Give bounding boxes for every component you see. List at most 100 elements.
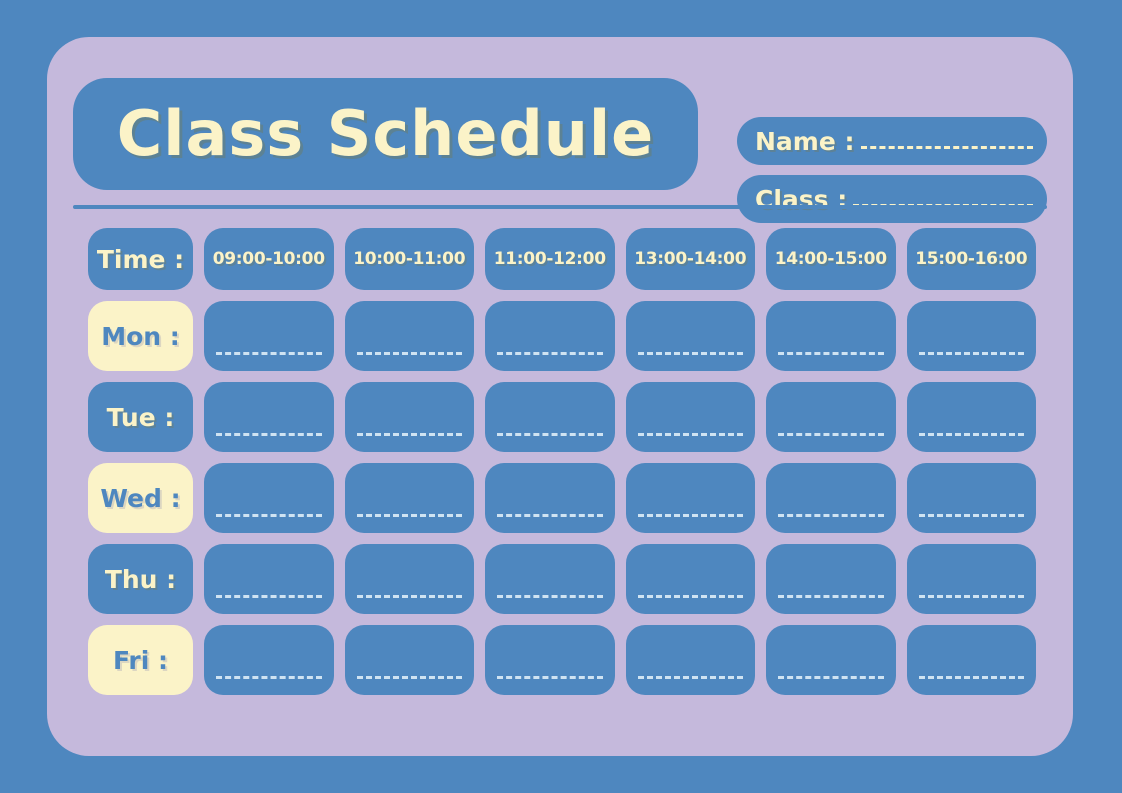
day-entry-list-fri	[204, 625, 1036, 695]
class-field[interactable]: Class :	[737, 175, 1047, 223]
schedule-entry-cell[interactable]	[906, 382, 1036, 452]
schedule-entry-cell[interactable]	[485, 382, 615, 452]
entry-writeline	[356, 352, 462, 355]
entry-writeline	[918, 514, 1024, 517]
entry-writeline	[918, 352, 1024, 355]
schedule-entry-cell[interactable]	[766, 463, 896, 533]
header-divider	[73, 205, 1047, 209]
entry-writeline	[497, 676, 603, 679]
time-slot: 11:00-12:00	[485, 228, 615, 290]
entry-writeline	[918, 433, 1024, 436]
schedule-entry-cell[interactable]	[625, 625, 755, 695]
schedule-entry-cell[interactable]	[344, 463, 474, 533]
time-slot: 09:00-10:00	[204, 228, 334, 290]
time-slot-list: 09:00-10:00 10:00-11:00 11:00-12:00 13:0…	[204, 228, 1036, 290]
time-slot-label: 13:00-14:00	[634, 249, 747, 269]
schedule-entry-cell[interactable]	[766, 625, 896, 695]
entry-writeline	[497, 433, 603, 436]
schedule-entry-cell[interactable]	[344, 625, 474, 695]
day-label-thu: Thu :	[104, 564, 177, 594]
entry-writeline	[216, 352, 322, 355]
entry-writeline	[637, 676, 743, 679]
day-entry-list-wed	[204, 463, 1036, 533]
schedule-entry-cell[interactable]	[204, 463, 334, 533]
entry-writeline	[637, 433, 743, 436]
entry-writeline	[637, 352, 743, 355]
time-slot-label: 14:00-15:00	[774, 249, 887, 269]
page-title: Class Schedule	[116, 97, 655, 170]
schedule-entry-cell[interactable]	[204, 625, 334, 695]
schedule-entry-cell[interactable]	[625, 301, 755, 371]
schedule-entry-cell[interactable]	[485, 625, 615, 695]
entry-writeline	[918, 676, 1024, 679]
day-entry-list-thu	[204, 544, 1036, 614]
entry-writeline	[497, 595, 603, 598]
time-slot-label: 15:00-16:00	[915, 249, 1028, 269]
day-label-cell-thu: Thu :	[88, 544, 193, 614]
day-entry-list-mon	[204, 301, 1036, 371]
day-label-wed: Wed :	[100, 483, 181, 513]
entry-writeline	[356, 514, 462, 517]
schedule-entry-cell[interactable]	[344, 382, 474, 452]
day-label-cell-wed: Wed :	[88, 463, 193, 533]
day-label-cell-tue: Tue :	[88, 382, 193, 452]
day-label-tue: Tue :	[106, 402, 175, 432]
schedule-entry-cell[interactable]	[344, 301, 474, 371]
day-entry-list-tue	[204, 382, 1036, 452]
time-header-label: Time :	[96, 244, 185, 274]
schedule-entry-cell[interactable]	[625, 382, 755, 452]
schedule-entry-cell[interactable]	[204, 382, 334, 452]
schedule-entry-cell[interactable]	[766, 382, 896, 452]
entry-writeline	[778, 433, 884, 436]
schedule-entry-cell[interactable]	[766, 544, 896, 614]
entry-writeline	[216, 676, 322, 679]
schedule-entry-cell[interactable]	[906, 544, 1036, 614]
header: Class Schedule Name : Class :	[73, 72, 1047, 223]
time-header-label-cell: Time :	[88, 228, 193, 290]
entry-writeline	[356, 433, 462, 436]
day-label-cell-fri: Fri :	[88, 625, 193, 695]
entry-writeline	[778, 676, 884, 679]
entry-writeline	[356, 676, 462, 679]
entry-writeline	[497, 352, 603, 355]
schedule-entry-cell[interactable]	[344, 544, 474, 614]
schedule-entry-cell[interactable]	[625, 544, 755, 614]
entry-writeline	[778, 595, 884, 598]
schedule-entry-cell[interactable]	[906, 463, 1036, 533]
day-row-thu: Thu :	[88, 544, 1036, 614]
entry-writeline	[637, 514, 743, 517]
time-header-row: Time : 09:00-10:00 10:00-11:00 11:00-12:…	[88, 228, 1036, 290]
time-slot: 13:00-14:00	[625, 228, 755, 290]
time-slot: 10:00-11:00	[344, 228, 474, 290]
schedule-card: Class Schedule Name : Class : Time : 09:…	[47, 37, 1073, 756]
entry-writeline	[216, 514, 322, 517]
day-label-fri: Fri :	[112, 645, 169, 675]
page-title-banner: Class Schedule	[73, 78, 698, 190]
schedule-entry-cell[interactable]	[766, 301, 896, 371]
entry-writeline	[778, 514, 884, 517]
name-field[interactable]: Name :	[737, 117, 1047, 165]
name-field-writeline[interactable]	[860, 145, 1033, 149]
schedule-entry-cell[interactable]	[625, 463, 755, 533]
entry-writeline	[637, 595, 743, 598]
day-row-wed: Wed :	[88, 463, 1036, 533]
name-field-label: Name :	[755, 126, 855, 156]
schedule-entry-cell[interactable]	[906, 301, 1036, 371]
day-row-fri: Fri :	[88, 625, 1036, 695]
time-slot-label: 11:00-12:00	[493, 249, 606, 269]
schedule-entry-cell[interactable]	[204, 544, 334, 614]
time-slot-label: 10:00-11:00	[353, 249, 466, 269]
schedule-entry-cell[interactable]	[485, 301, 615, 371]
schedule-entry-cell[interactable]	[485, 544, 615, 614]
schedule-entry-cell[interactable]	[485, 463, 615, 533]
entry-writeline	[778, 352, 884, 355]
class-field-label: Class :	[755, 184, 848, 214]
schedule-entry-cell[interactable]	[204, 301, 334, 371]
time-slot-label: 09:00-10:00	[212, 249, 325, 269]
schedule-entry-cell[interactable]	[906, 625, 1036, 695]
entry-writeline	[918, 595, 1024, 598]
day-row-tue: Tue :	[88, 382, 1036, 452]
entry-writeline	[356, 595, 462, 598]
day-label-mon: Mon :	[101, 321, 180, 351]
entry-writeline	[497, 514, 603, 517]
